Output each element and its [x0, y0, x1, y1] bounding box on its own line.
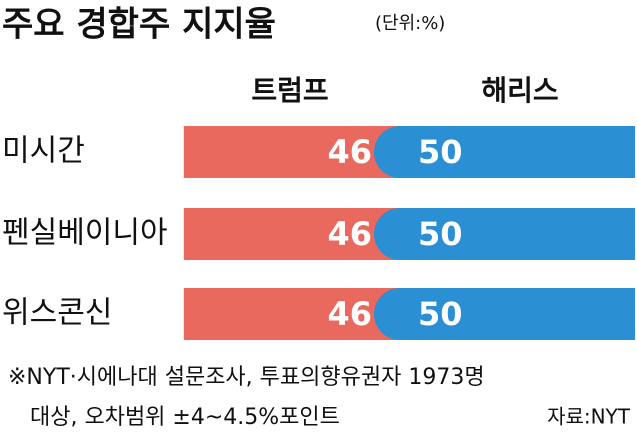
- bar: [183, 288, 400, 340]
- bar: [374, 126, 635, 178]
- value-label: 46: [327, 215, 372, 253]
- value-label: 46: [327, 133, 372, 171]
- note: ※NYT·시에나대 설문조사, 투표의향유권자 1973명: [8, 365, 485, 390]
- legend-label: 해리스: [481, 74, 558, 107]
- source: 자료:NYT: [547, 405, 631, 429]
- category-label: 위스콘신: [2, 296, 112, 331]
- chart-subtitle: (단위:%): [375, 13, 445, 34]
- note: 대상, 오차범위 ±4~4.5%포인트: [30, 405, 340, 430]
- bar: [183, 126, 400, 178]
- bar: [374, 288, 635, 340]
- value-label: 50: [418, 133, 463, 171]
- category-label: 펜실베이니아: [2, 216, 168, 251]
- category-label: 미시간: [2, 134, 85, 169]
- bar: [183, 208, 400, 260]
- value-label: 46: [327, 295, 372, 333]
- chart-title: 주요 경합주 지지율: [2, 5, 276, 45]
- value-label: 50: [418, 215, 463, 253]
- bar: [374, 208, 635, 260]
- value-label: 50: [418, 295, 463, 333]
- legend-label: 트럼프: [251, 74, 328, 107]
